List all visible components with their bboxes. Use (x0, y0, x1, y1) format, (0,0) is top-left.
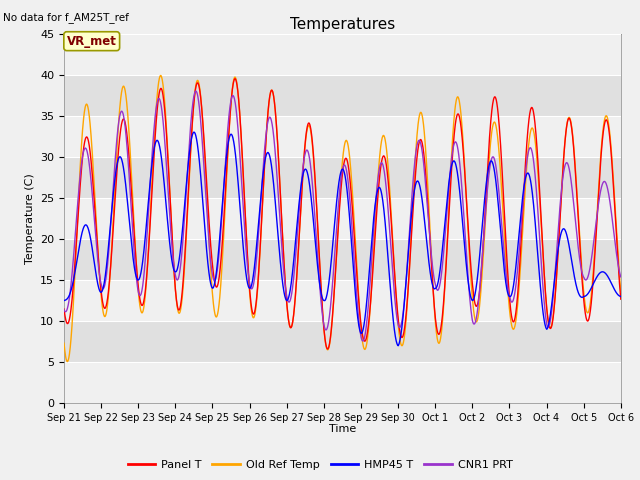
Y-axis label: Temperature (C): Temperature (C) (24, 173, 35, 264)
Bar (64, 239, 621, 280)
Text: VR_met: VR_met (67, 35, 116, 48)
Bar (64, 321, 621, 362)
Bar (64, 75, 621, 116)
Text: No data for f_AM25T_ref: No data for f_AM25T_ref (3, 12, 129, 23)
X-axis label: Time: Time (329, 424, 356, 434)
Title: Temperatures: Temperatures (290, 17, 395, 33)
Legend: Panel T, Old Ref Temp, HMP45 T, CNR1 PRT: Panel T, Old Ref Temp, HMP45 T, CNR1 PRT (123, 456, 517, 474)
Bar (64, 0, 621, 34)
Bar (64, 198, 621, 239)
Bar (64, 116, 621, 157)
Bar (64, 34, 621, 75)
Bar (64, 157, 621, 198)
Bar (64, 280, 621, 321)
Bar (64, 362, 621, 403)
